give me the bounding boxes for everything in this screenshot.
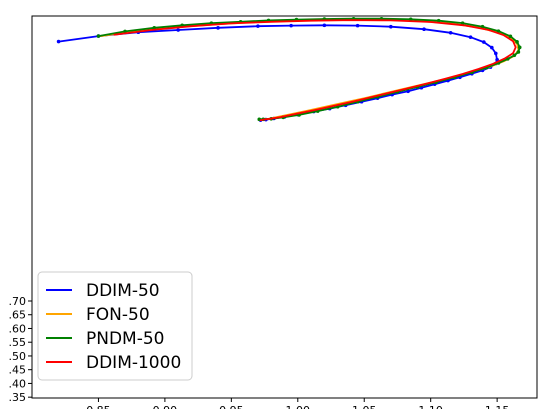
data-point-pndm-50	[408, 17, 413, 22]
y-axis: .35.40.45.50.55.60.65.70	[9, 295, 32, 404]
legend-box	[37, 271, 193, 381]
y-tick-label: .70	[9, 295, 27, 308]
data-point-pndm-50	[480, 24, 485, 29]
data-point-pndm-50	[460, 21, 465, 25]
y-tick-label: .65	[9, 309, 27, 322]
data-point-pndm-50	[515, 40, 519, 44]
data-point-pndm-50	[516, 50, 521, 54]
x-tick-label: 1.00	[286, 404, 311, 409]
x-tick-label: 0.95	[219, 404, 244, 409]
data-point-ddim-50	[422, 27, 426, 31]
data-point-ddim-50	[406, 89, 410, 94]
data-point-ddim-50	[448, 30, 453, 35]
data-point-pndm-50	[123, 29, 127, 34]
y-tick-label: .50	[9, 350, 27, 363]
data-point-ddim-50	[289, 23, 293, 28]
data-point-pndm-50	[96, 34, 101, 38]
x-tick-label: 1.15	[485, 404, 510, 409]
y-tick-label: .35	[9, 391, 27, 404]
data-point-ddim-50	[494, 51, 498, 56]
y-tick-label: .45	[9, 364, 27, 377]
legend-label: PNDM-50	[86, 329, 165, 349]
data-point-ddim-50	[468, 35, 473, 39]
x-tick-label: 1.10	[418, 404, 443, 409]
plot-area	[56, 16, 522, 122]
x-tick-label: 1.05	[352, 404, 377, 409]
data-point-pndm-50	[152, 26, 157, 30]
legend-label: DDIM-1000	[86, 353, 181, 373]
y-tick-label: .60	[9, 322, 27, 335]
data-point-pndm-50	[512, 53, 517, 58]
y-tick-label: .55	[9, 336, 27, 349]
data-point-pndm-50	[436, 18, 441, 23]
data-point-pndm-50	[508, 34, 513, 39]
data-point-ddim-50	[490, 45, 494, 50]
data-point-ddim-50	[176, 28, 180, 32]
legend-label: FON-50	[86, 305, 150, 325]
data-point-ddim-50	[56, 39, 61, 44]
data-point-ddim-50	[216, 26, 220, 30]
data-point-ddim-50	[256, 24, 260, 28]
data-point-ddim-50	[482, 40, 486, 44]
x-tick-label: 0.85	[86, 404, 111, 409]
data-point-ddim-50	[389, 24, 393, 29]
legend-label: DDIM-50	[86, 281, 160, 301]
axes-frame	[31, 15, 538, 399]
data-point-pndm-50	[496, 29, 501, 33]
series-line-ddim-50	[57, 24, 499, 122]
x-tick-label: 0.90	[153, 404, 178, 409]
data-point-ddim-50	[355, 23, 360, 28]
x-axis: 0.85 0.90 0.95 1.00 1.05 1.10 1.15	[86, 398, 509, 409]
series-line-ddim-1000	[113, 19, 517, 122]
y-tick-label: .40	[9, 377, 27, 390]
series-line-pndm-50	[97, 17, 521, 121]
legend: DDIM-50 FON-50 PNDM-50 DDIM-1000	[37, 271, 193, 381]
data-point-ddim-50	[322, 23, 327, 28]
data-point-pndm-50	[517, 45, 522, 50]
